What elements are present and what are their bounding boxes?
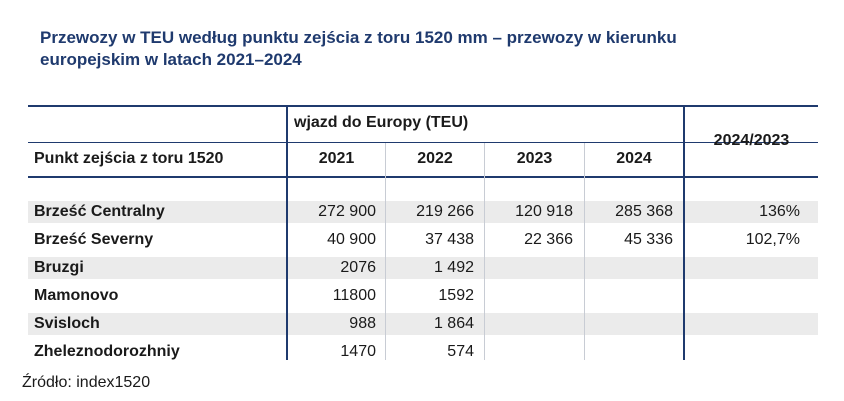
table-divider-left (286, 105, 288, 360)
document-title: Przewozy w TEU według punktu zejścia z t… (40, 28, 677, 69)
year-header-2023: 2023 (516, 150, 553, 167)
cell-2021: 988 (349, 315, 376, 332)
row-name: Bruzgi (34, 259, 84, 276)
cell-2021: 40 900 (327, 231, 376, 248)
teu-table: wjazd do Europy (TEU) Punkt zejścia z to… (28, 0, 818, 401)
col-divider-2021 (385, 143, 386, 360)
year-header-2022: 2022 (417, 150, 453, 167)
table-header-rule (28, 176, 818, 178)
ratio-header: 2024/2023 (713, 132, 790, 149)
cell-ratio: 136% (759, 203, 800, 220)
cell-2022: 574 (447, 343, 474, 360)
source-note: Źródło: index1520 (22, 374, 151, 391)
col-divider-2022 (484, 143, 485, 360)
row-name: Brześć Centralny (34, 203, 165, 220)
cell-2021: 11800 (332, 287, 376, 304)
row-band-3 (28, 257, 818, 279)
cell-2021: 272 900 (318, 203, 376, 220)
table-subheader-rule (28, 142, 818, 143)
cell-2021: 1470 (340, 343, 376, 360)
cell-2023: 120 918 (515, 203, 573, 220)
table-top-rule (28, 105, 818, 107)
cell-2022: 37 438 (425, 231, 474, 248)
year-header-2021: 2021 (318, 150, 355, 167)
cell-2024: 285 368 (615, 203, 673, 220)
cell-2021: 2076 (340, 259, 376, 276)
row-band-1 (28, 201, 818, 223)
point-column-header: Punkt zejścia z toru 1520 (34, 150, 224, 167)
cell-2024: 45 336 (624, 231, 673, 248)
col-divider-2023 (584, 143, 585, 360)
row-name: Brześć Severny (34, 231, 154, 248)
cell-2022: 1 492 (433, 259, 474, 276)
row-name: Zheleznodorozhniy (34, 343, 180, 360)
group-header: wjazd do Europy (TEU) (294, 114, 469, 131)
row-band-5 (28, 313, 818, 335)
table-divider-right (683, 105, 685, 360)
cell-2022: 1592 (438, 287, 474, 304)
cell-2022: 219 266 (416, 203, 474, 220)
row-name: Svisloch (34, 315, 100, 332)
cell-2023: 22 366 (524, 231, 573, 248)
year-header-2024: 2024 (616, 150, 652, 167)
row-name: Mamonovo (34, 287, 119, 304)
cell-2022: 1 864 (433, 315, 474, 332)
cell-ratio: 102,7% (745, 231, 800, 248)
